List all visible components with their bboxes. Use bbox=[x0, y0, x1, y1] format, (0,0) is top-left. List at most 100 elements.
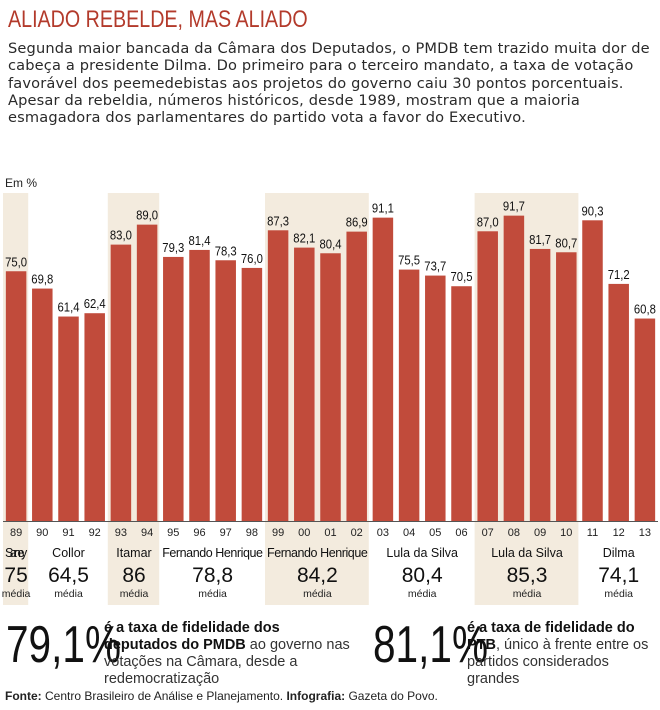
bar bbox=[398, 269, 420, 521]
value-label: 87,0 bbox=[477, 215, 499, 229]
value-label: 87,3 bbox=[267, 214, 289, 228]
value-label: 89,0 bbox=[136, 209, 158, 223]
value-label: 79,3 bbox=[162, 241, 184, 255]
bar bbox=[241, 267, 263, 521]
year-tick-label: 04 bbox=[403, 527, 415, 539]
stat-rest-ptb: , único à frente entre os partidos consi… bbox=[467, 637, 649, 687]
infografia-text: Gazeta do Povo. bbox=[345, 689, 438, 703]
year-tick-label: 09 bbox=[534, 527, 546, 539]
stat-value-ptb: 81,1% bbox=[373, 616, 489, 674]
source-credit: Fonte: Centro Brasileiro de Análise e Pl… bbox=[5, 689, 438, 703]
unit-label: Em % bbox=[5, 176, 38, 190]
group-average: 85,3 bbox=[507, 564, 548, 587]
group-average: 75 bbox=[4, 564, 27, 587]
bar bbox=[477, 231, 498, 522]
group-average-label: média bbox=[604, 588, 633, 600]
group-average: 86 bbox=[122, 564, 145, 587]
value-label: 81,7 bbox=[529, 233, 551, 247]
value-label: 91,7 bbox=[503, 200, 525, 214]
year-tick-label: 95 bbox=[167, 527, 179, 539]
bar bbox=[529, 248, 551, 521]
year-tick-label: 92 bbox=[89, 527, 101, 539]
group-average: 78,8 bbox=[192, 564, 233, 587]
value-label: 71,2 bbox=[608, 268, 630, 282]
bar bbox=[5, 271, 27, 521]
year-tick-label: 97 bbox=[220, 527, 232, 539]
stat-lead-pmdb: é a taxa de fidelidade dos deputados do … bbox=[104, 620, 280, 653]
value-label: 91,1 bbox=[372, 202, 394, 216]
year-tick-label: 05 bbox=[429, 527, 441, 539]
group-average-label: média bbox=[513, 588, 542, 600]
group-name: Sarney bbox=[5, 546, 28, 560]
year-tick-label: 07 bbox=[482, 527, 494, 539]
year-tick-label: 08 bbox=[508, 527, 520, 539]
year-tick-label: 98 bbox=[246, 527, 258, 539]
source-text: Centro Brasileiro de Análise e Planejame… bbox=[41, 689, 287, 703]
bar bbox=[346, 231, 367, 522]
infografia-label: Infografia: bbox=[286, 689, 346, 703]
year-tick-label: 06 bbox=[455, 527, 467, 539]
bar-chart: 75,0 69,8 61,4 62,4 83,0 89,0 79,3 81,4 78,3 76,0… bbox=[2, 193, 658, 605]
group-name: Lula da Silva bbox=[386, 546, 458, 560]
headline: ALIADO REBELDE, MAS ALIADO bbox=[8, 6, 308, 33]
group-average: 74,1 bbox=[598, 564, 639, 587]
value-label: 60,8 bbox=[634, 303, 656, 317]
year-tick-label: 96 bbox=[193, 527, 205, 539]
group-average-label: média bbox=[54, 588, 83, 600]
bar bbox=[582, 220, 603, 521]
group-name: Itamar bbox=[116, 546, 151, 560]
year-tick-label: 93 bbox=[115, 527, 127, 539]
year-tick-label: 02 bbox=[351, 527, 363, 539]
year-tick-label: 89 bbox=[10, 527, 22, 539]
group-average-label: média bbox=[198, 588, 227, 600]
value-label: 61,4 bbox=[58, 301, 80, 315]
bar bbox=[320, 253, 341, 521]
year-tick-label: 13 bbox=[639, 527, 651, 539]
bar bbox=[556, 252, 577, 522]
value-label: 80,4 bbox=[320, 237, 342, 251]
stat-text-ptb: é a taxa de fidelidade do PTB, único à f… bbox=[467, 620, 657, 688]
year-tick-label: 01 bbox=[324, 527, 336, 539]
group-average-label: média bbox=[408, 588, 437, 600]
stat-rest-pmdb: ao governo nas votações na Câmara, desde… bbox=[104, 637, 350, 687]
year-tick-label: 12 bbox=[613, 527, 625, 539]
group-average: 84,2 bbox=[297, 564, 338, 587]
value-label: 82,1 bbox=[293, 232, 315, 246]
bar bbox=[267, 230, 289, 521]
year-tick-label: 03 bbox=[377, 527, 389, 539]
group-average-label: média bbox=[303, 588, 332, 600]
stat-text-pmdb: é a taxa de fidelidade dos deputados do … bbox=[104, 620, 354, 688]
bar bbox=[451, 286, 472, 521]
year-tick-label: 91 bbox=[62, 527, 74, 539]
value-label: 70,5 bbox=[451, 270, 473, 284]
bar bbox=[503, 215, 525, 521]
value-label: 78,3 bbox=[215, 244, 237, 258]
group-name: Lula da Silva bbox=[491, 546, 563, 560]
group-name: Fernando Henrique bbox=[267, 546, 368, 560]
bar bbox=[294, 247, 315, 521]
value-label: 86,9 bbox=[346, 216, 368, 230]
bar bbox=[608, 283, 629, 521]
source-label: Fonte: bbox=[5, 689, 42, 703]
value-label: 76,0 bbox=[241, 252, 263, 266]
value-label: 75,5 bbox=[398, 254, 420, 268]
bar bbox=[215, 260, 236, 521]
value-label: 73,7 bbox=[424, 260, 446, 274]
group-name: Dilma bbox=[603, 546, 635, 560]
bar bbox=[189, 249, 210, 522]
value-label: 80,7 bbox=[555, 236, 577, 250]
intro-paragraph: Segunda maior bancada da Câmara dos Depu… bbox=[8, 40, 650, 127]
group-average-label: média bbox=[120, 588, 149, 600]
value-label: 69,8 bbox=[31, 273, 53, 287]
bar bbox=[32, 288, 53, 521]
group-average-label: média bbox=[2, 588, 31, 600]
bar bbox=[634, 318, 656, 521]
year-tick-label: 11 bbox=[587, 527, 598, 539]
value-label: 75,0 bbox=[5, 255, 27, 269]
year-tick-label: 90 bbox=[36, 527, 48, 539]
year-tick-label: 10 bbox=[560, 527, 572, 539]
value-label: 62,4 bbox=[84, 297, 106, 311]
bar bbox=[163, 256, 184, 521]
group-average: 64,5 bbox=[48, 564, 89, 587]
bar bbox=[58, 316, 79, 521]
